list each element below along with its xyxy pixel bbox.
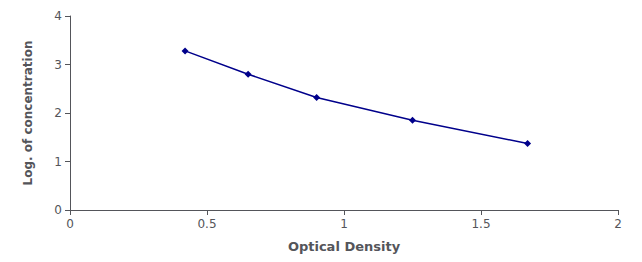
svg-text:1: 1 xyxy=(340,217,348,231)
svg-text:1.5: 1.5 xyxy=(471,217,490,231)
svg-text:0: 0 xyxy=(66,217,74,231)
svg-text:3: 3 xyxy=(54,58,62,72)
svg-text:0: 0 xyxy=(54,203,62,217)
svg-text:1: 1 xyxy=(54,155,62,169)
svg-text:2: 2 xyxy=(614,217,622,231)
svg-text:0.5: 0.5 xyxy=(197,217,216,231)
svg-text:4: 4 xyxy=(54,9,62,23)
svg-text:2: 2 xyxy=(54,106,62,120)
svg-text:Optical Density: Optical Density xyxy=(288,239,401,254)
svg-text:Log. of concentration: Log. of concentration xyxy=(21,41,35,186)
